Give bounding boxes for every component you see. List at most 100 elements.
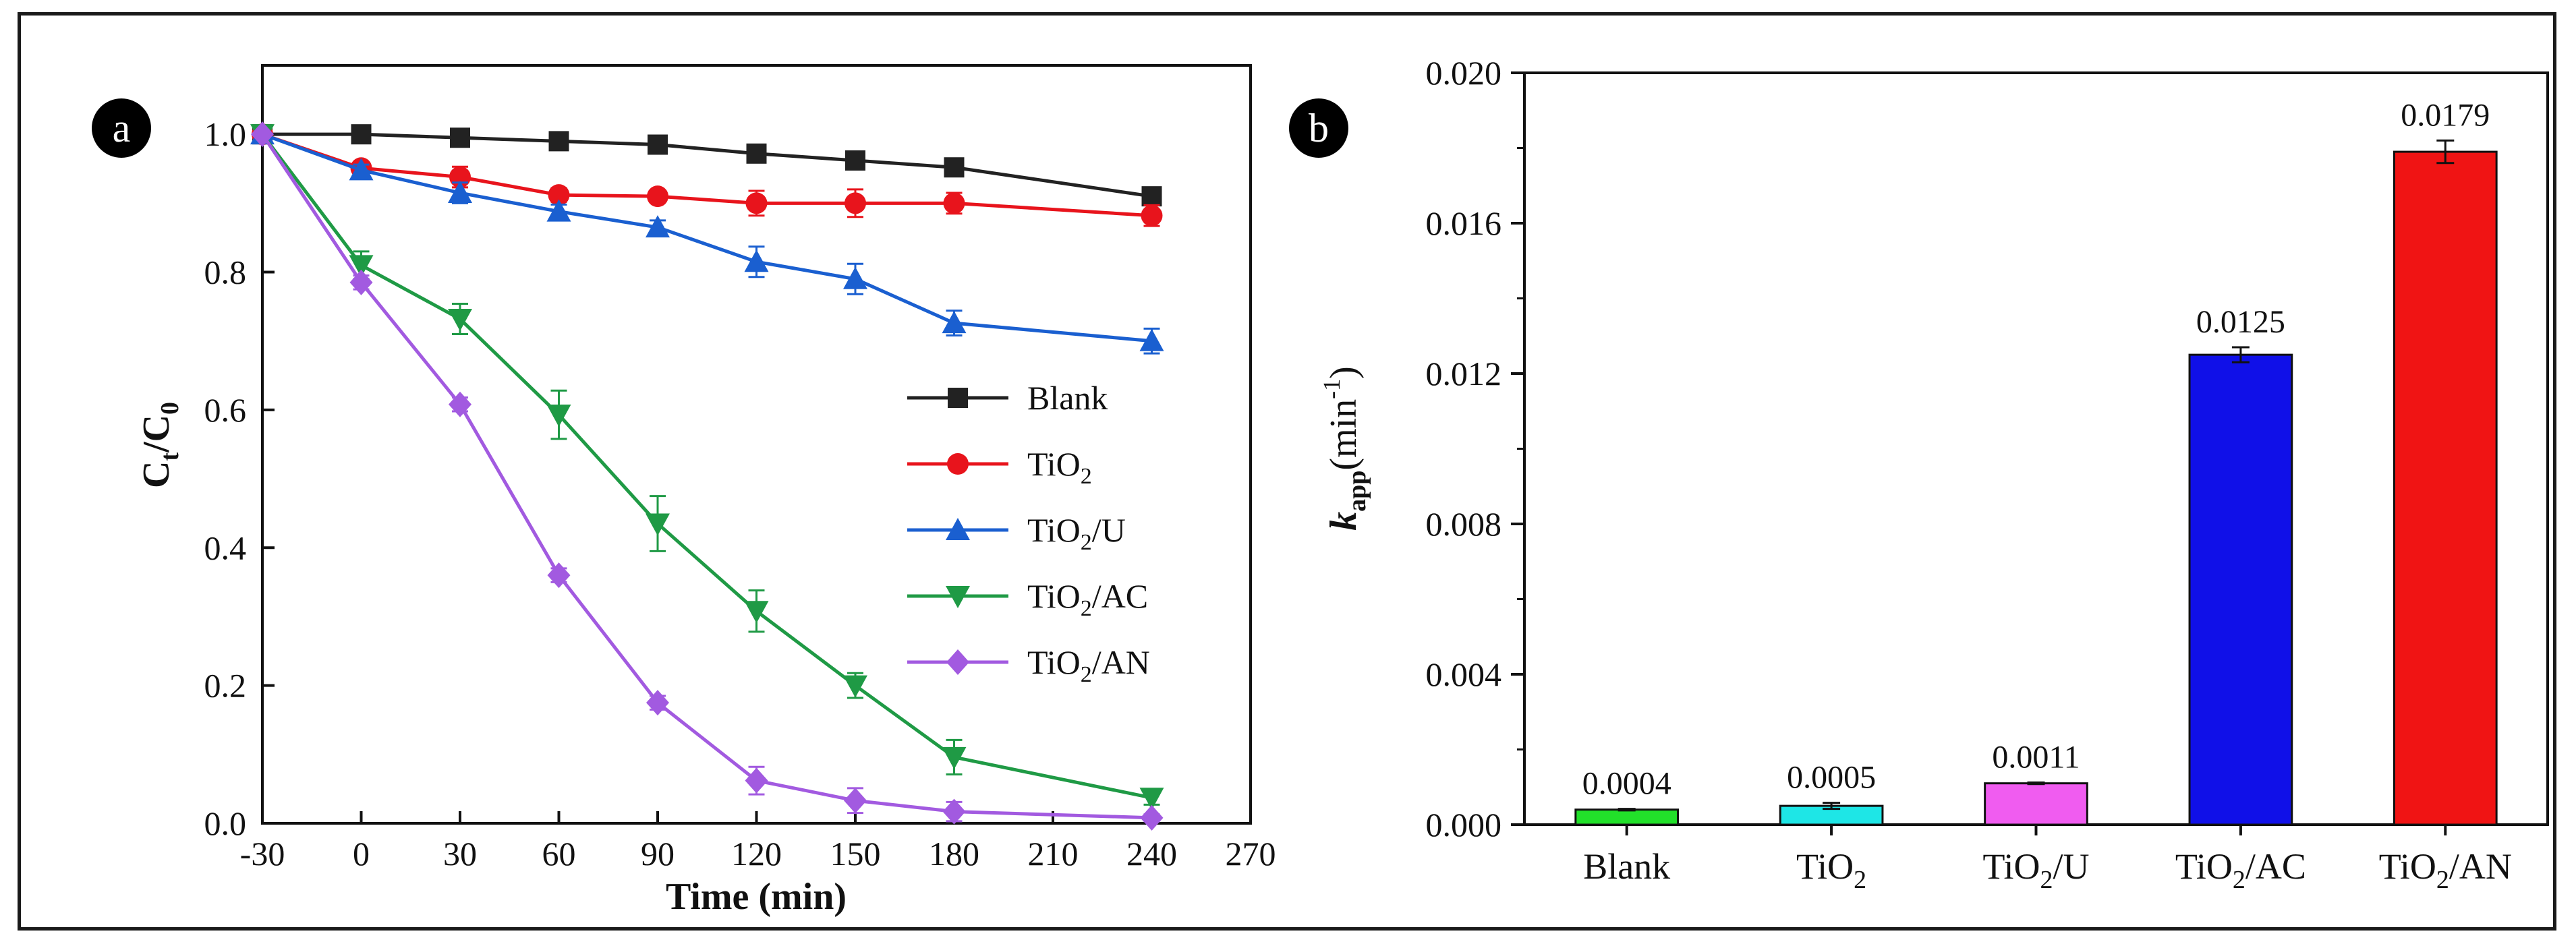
ylabel-k: k bbox=[1323, 512, 1365, 531]
series-line bbox=[262, 132, 1152, 198]
legend-label: TiO2/U bbox=[1027, 511, 1126, 555]
data-point bbox=[548, 131, 569, 152]
data-point bbox=[448, 309, 472, 332]
ylabel-t-sub: t bbox=[156, 452, 184, 461]
data-point bbox=[546, 199, 571, 222]
panel-a-series bbox=[250, 121, 1164, 831]
bar-value-label: 0.0125 bbox=[2196, 304, 2285, 340]
panel-b-badge: b bbox=[1289, 98, 1348, 158]
panel-a-x-axis-label: Time (min) bbox=[666, 876, 847, 918]
legend-label: Blank bbox=[1027, 379, 1108, 417]
bar bbox=[2393, 150, 2498, 826]
data-point bbox=[251, 121, 274, 148]
panel-a-y-axis-label: Ct/C0 bbox=[136, 402, 184, 488]
category-label: TiO2/AC bbox=[2175, 846, 2306, 894]
data-point bbox=[546, 405, 571, 427]
data-point bbox=[1141, 204, 1163, 227]
panel-a-axes-box bbox=[261, 64, 1252, 825]
panel-b-y-ticks: 0.000 0.004 0.008 0.012 0.016 0.020 bbox=[1426, 54, 1524, 844]
data-point bbox=[448, 181, 472, 204]
data-point bbox=[450, 127, 470, 148]
panel-a-y-tick-label: 0.6 bbox=[204, 391, 247, 429]
panel-a-badge-label: a bbox=[113, 106, 131, 150]
ylabel-unit: (min bbox=[1323, 399, 1365, 471]
panel-a-y-ticks: 0.0 0.2 0.4 0.6 0.8 1.0 bbox=[204, 115, 275, 842]
legend-marker bbox=[946, 586, 970, 608]
bar-group-tio2-ac: 0.0125 TiO2/AC bbox=[2175, 304, 2306, 894]
bar-value-label: 0.0011 bbox=[1992, 740, 2080, 775]
panel-a-y-tick-label: 0.0 bbox=[204, 804, 247, 842]
data-point bbox=[349, 158, 374, 181]
legend-entry: TiO2/AC bbox=[907, 577, 1148, 621]
data-point bbox=[1140, 804, 1164, 831]
legend-label: TiO2/AC bbox=[1027, 577, 1148, 621]
series-line bbox=[260, 133, 1152, 820]
data-point bbox=[646, 690, 669, 716]
data-point bbox=[646, 513, 670, 536]
legend-entry: TiO2 bbox=[907, 445, 1092, 489]
ylabel-c: C bbox=[136, 461, 177, 488]
data-point bbox=[744, 249, 769, 272]
panel-a-y-tick-label: 0.8 bbox=[204, 254, 247, 291]
panel-a-x-tick-label: 90 bbox=[641, 835, 675, 873]
panel-a-x-tick-label: 60 bbox=[542, 835, 576, 873]
bar-value-label: 0.0004 bbox=[1582, 766, 1671, 802]
legend-marker bbox=[947, 453, 969, 475]
ylabel-zero-sub: 0 bbox=[156, 402, 184, 415]
data-point bbox=[943, 192, 965, 214]
data-point bbox=[548, 184, 570, 206]
data-point bbox=[845, 150, 865, 171]
panel-a-x-tick-label: -30 bbox=[240, 835, 285, 873]
data-point bbox=[745, 767, 768, 794]
panel-a-badge: a bbox=[92, 98, 151, 158]
data-point bbox=[844, 788, 867, 814]
data-point bbox=[942, 311, 967, 334]
panel-b-y-tick-label: 0.004 bbox=[1426, 655, 1502, 693]
legend-marker bbox=[946, 649, 969, 675]
data-point bbox=[1141, 186, 1162, 207]
series-tio2-an bbox=[251, 121, 1164, 831]
panel-a-x-tick-label: 180 bbox=[929, 835, 979, 873]
legend-label: TiO2/AN bbox=[1027, 643, 1150, 687]
panel-a-x-tick-label: 120 bbox=[731, 835, 782, 873]
panel-a-x-tick-label: 210 bbox=[1028, 835, 1079, 873]
panel-b-y-tick-label: 0.012 bbox=[1426, 355, 1502, 392]
data-point bbox=[646, 215, 670, 238]
panel-b: 0.000 0.004 0.008 0.012 0.016 0.020 kapp(min-… bbox=[1289, 54, 2549, 894]
bar bbox=[2188, 353, 2293, 826]
legend-entry: TiO2/AN bbox=[907, 643, 1150, 687]
panel-a-badge-circle bbox=[92, 98, 151, 158]
series-tio2-u bbox=[250, 122, 1164, 355]
bar bbox=[1574, 808, 1680, 826]
category-label: TiO2/U bbox=[1982, 846, 2089, 894]
data-point bbox=[647, 185, 668, 208]
data-point bbox=[1139, 788, 1164, 810]
panel-a-x-tick-label: 270 bbox=[1226, 835, 1276, 873]
data-point bbox=[942, 798, 966, 825]
panel-b-bars: 0.0004 Blank 0.0005 TiO2 0.0011 TiO2/U 0.0125 T… bbox=[1574, 97, 2512, 894]
legend-marker bbox=[946, 518, 970, 540]
bar-value-label: 0.0179 bbox=[2401, 97, 2490, 133]
data-point bbox=[744, 601, 769, 624]
ylabel-app-sub: app bbox=[1343, 471, 1371, 512]
data-point bbox=[843, 675, 867, 698]
category-label: TiO2 bbox=[1796, 846, 1866, 894]
data-point bbox=[648, 134, 668, 155]
panel-b-y-tick-label: 0.008 bbox=[1426, 505, 1502, 543]
bar-value-label: 0.0005 bbox=[1787, 760, 1876, 796]
panel-a-x-tick-label: 150 bbox=[830, 835, 881, 873]
series-line bbox=[262, 132, 1152, 218]
ylabel-unit-sup: -1 bbox=[1318, 379, 1345, 399]
panel-b-y-axis-label: kapp(min-1) bbox=[1318, 366, 1371, 531]
ylabel-close: ) bbox=[1323, 366, 1365, 379]
data-point bbox=[547, 562, 571, 589]
legend-label: TiO2 bbox=[1027, 445, 1092, 489]
bar-group-tio2-u: 0.0011 TiO2/U bbox=[1982, 740, 2089, 894]
panel-a-y-tick-label: 0.4 bbox=[204, 529, 247, 566]
panel-a-x-tick-label: 0 bbox=[353, 835, 370, 873]
panel-b-y-tick-label: 0.016 bbox=[1426, 204, 1502, 242]
panel-a-x-ticks: -30 0 30 60 90 120 150 180 210 240 270 bbox=[240, 811, 1276, 873]
category-label: TiO2/AN bbox=[2379, 846, 2512, 894]
ylabel-slash-c: /C bbox=[136, 415, 177, 453]
